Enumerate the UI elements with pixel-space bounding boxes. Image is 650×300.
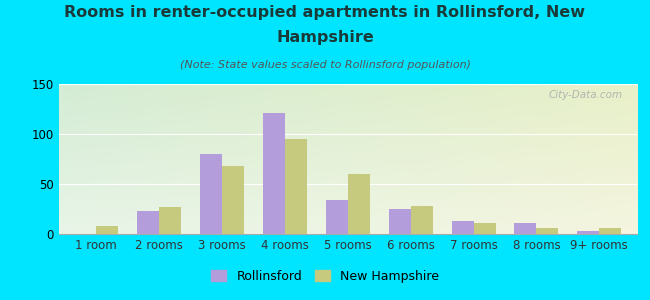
Legend: Rollinsford, New Hampshire: Rollinsford, New Hampshire	[207, 265, 443, 288]
Bar	[348, 174, 370, 234]
Bar	[536, 228, 558, 234]
Bar	[411, 206, 433, 234]
Text: Hampshire: Hampshire	[276, 30, 374, 45]
Bar	[222, 166, 244, 234]
Text: City-Data.com: City-Data.com	[549, 90, 623, 100]
Bar	[389, 209, 411, 234]
Bar	[200, 154, 222, 234]
Bar	[137, 211, 159, 234]
Bar	[263, 113, 285, 234]
Bar	[577, 231, 599, 234]
Bar	[514, 223, 536, 234]
Bar	[159, 207, 181, 234]
Bar	[326, 200, 348, 234]
Text: Rooms in renter-occupied apartments in Rollinsford, New: Rooms in renter-occupied apartments in R…	[64, 4, 586, 20]
Bar	[452, 221, 473, 234]
Bar	[285, 139, 307, 234]
Bar	[473, 223, 495, 234]
Bar	[96, 226, 118, 234]
Bar	[599, 228, 621, 234]
Text: (Note: State values scaled to Rollinsford population): (Note: State values scaled to Rollinsfor…	[179, 60, 471, 70]
